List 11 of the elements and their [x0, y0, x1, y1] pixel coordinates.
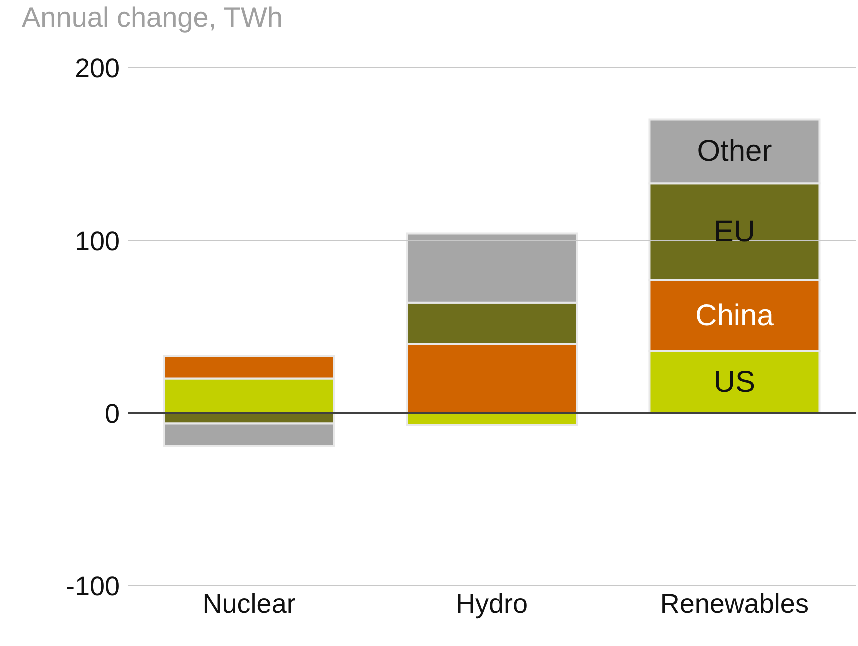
chart-title: Annual change, TWh [22, 2, 283, 34]
x-tick-label: Nuclear [202, 589, 296, 620]
y-tick-label: -100 [66, 572, 120, 602]
y-tick-label: 0 [104, 398, 120, 429]
series-label: Other [697, 135, 772, 168]
y-tick-label: 200 [74, 54, 120, 84]
series-label: China [696, 299, 774, 332]
x-tick-label: Hydro [456, 589, 528, 620]
y-tick-label: 100 [74, 226, 120, 256]
series-label: US [714, 366, 756, 399]
x-tick-label: Renewables [660, 589, 809, 620]
